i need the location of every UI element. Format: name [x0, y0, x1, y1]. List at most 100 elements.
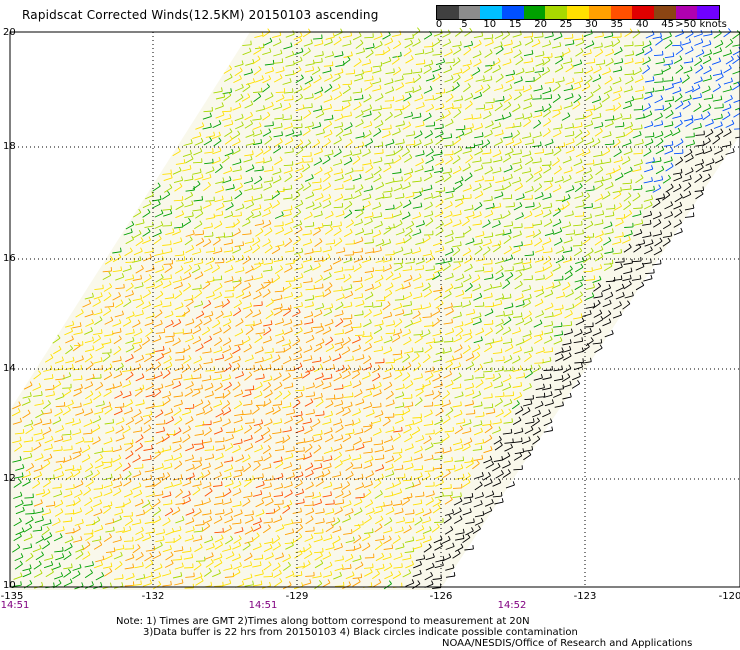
wind-barb — [564, 96, 574, 101]
wind-barb-flag — [280, 103, 283, 108]
wind-barb-flag — [530, 112, 533, 117]
wind-barb-flag — [517, 355, 521, 360]
wind-barb-flag — [529, 263, 532, 268]
wind-barb-flag — [368, 308, 372, 313]
wind-barb — [445, 331, 454, 336]
wind-barb — [414, 285, 424, 289]
wind-barb-flag — [370, 437, 373, 442]
wind-barb-flag — [401, 75, 404, 80]
wind-barb — [295, 186, 304, 193]
wind-barb-flag — [441, 175, 445, 180]
wind-barb-flag — [470, 318, 474, 323]
wind-barb — [475, 234, 485, 238]
wind-barb-flag — [282, 240, 285, 245]
wind-barb-flag — [362, 299, 365, 304]
wind-barb-flag — [350, 51, 353, 56]
wind-barb-flag — [649, 219, 652, 224]
wind-barb-flag — [437, 38, 441, 42]
wind-barb-flag — [610, 291, 614, 296]
wind-barb — [554, 308, 564, 311]
wind-barb — [412, 417, 422, 419]
wind-barb-flag — [612, 211, 615, 216]
wind-barb-flag — [612, 115, 615, 120]
wind-barb-flag — [301, 164, 305, 169]
wind-barb-flag — [492, 202, 495, 208]
wind-barb-flag — [209, 173, 212, 178]
wind-barb — [472, 315, 482, 320]
wind-barb-flag — [479, 211, 482, 216]
wind-barb-flag — [300, 146, 304, 151]
wind-barb-flag — [98, 298, 101, 303]
wind-barb — [373, 339, 383, 344]
wind-barb-flag — [412, 77, 415, 82]
wind-barb-flag — [490, 166, 494, 171]
wind-barb-flag — [138, 208, 142, 213]
wind-barb — [411, 355, 420, 362]
wind-barb-flag — [260, 381, 263, 386]
wind-barb — [702, 107, 712, 113]
wind-barb-flag — [432, 95, 435, 100]
wind-barb — [213, 140, 222, 147]
wind-barb — [655, 39, 663, 46]
wind-barb-flag — [510, 164, 513, 169]
wind-barb — [694, 60, 703, 67]
wind-barb — [23, 384, 33, 390]
wind-barb-flag — [467, 64, 471, 69]
wind-barb — [712, 73, 722, 77]
wind-barb — [475, 382, 484, 389]
wind-barb-flag — [320, 178, 322, 183]
wind-barb-flag — [450, 406, 454, 411]
wind-barb-flag — [639, 130, 642, 135]
wind-barb-flag — [300, 199, 304, 204]
wind-barb-flag — [253, 139, 256, 144]
wind-barb — [574, 195, 584, 199]
wind-barb-flag — [310, 229, 312, 234]
wind-barb — [425, 159, 434, 164]
wind-barb-flag — [312, 436, 315, 441]
wind-barb-flag — [491, 273, 494, 278]
wind-barb — [663, 159, 673, 164]
wind-barb-flag — [449, 360, 453, 365]
wind-barb — [425, 269, 435, 272]
wind-barb — [172, 322, 182, 328]
wind-barb — [652, 233, 662, 237]
wind-barb — [144, 225, 154, 229]
wind-barb — [145, 366, 154, 372]
wind-barb — [145, 378, 155, 381]
wind-barb-flag — [98, 334, 102, 339]
wind-barb — [471, 70, 481, 76]
wind-barb-flag — [500, 137, 503, 143]
wind-barb-flag — [572, 77, 575, 82]
wind-barb-flag — [170, 169, 172, 174]
wind-barb — [305, 412, 315, 416]
wind-barb — [631, 278, 641, 281]
wind-barb-flag — [601, 292, 603, 297]
wind-barb-flag — [431, 210, 434, 215]
wind-barb — [464, 267, 473, 273]
wind-barb-flag — [319, 91, 323, 96]
wind-barb-flag — [491, 104, 494, 109]
wind-barb-flag — [429, 172, 433, 177]
wind-barb — [581, 85, 591, 92]
wind-barb — [554, 179, 564, 184]
wind-barb — [12, 421, 22, 425]
wind-barb-flag — [300, 172, 303, 177]
wind-barb-flag — [552, 229, 555, 234]
wind-barb-flag — [499, 240, 502, 245]
wind-barb-flag — [511, 132, 513, 137]
wind-barb-flag — [461, 130, 465, 135]
wind-barb — [162, 208, 172, 211]
wind-barb — [192, 209, 202, 212]
wind-barb — [444, 78, 454, 83]
wind-barb — [555, 295, 565, 299]
wind-barb-flag — [519, 40, 522, 45]
wind-barb-flag — [70, 430, 72, 435]
wind-barb-flag — [459, 344, 463, 349]
wind-barb — [273, 310, 283, 316]
wind-barb — [22, 412, 31, 419]
wind-barb — [273, 259, 283, 263]
wind-barb-flag — [362, 354, 365, 359]
wind-barb-flag — [548, 40, 552, 45]
wind-barb — [505, 78, 515, 84]
wind-barb-flag — [667, 191, 671, 196]
